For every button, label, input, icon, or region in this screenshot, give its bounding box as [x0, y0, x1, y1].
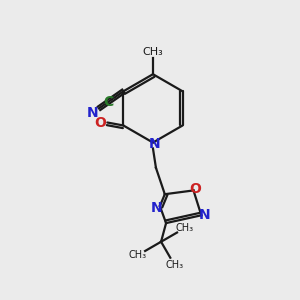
Text: N: N: [148, 137, 160, 151]
Text: O: O: [189, 182, 201, 196]
Text: N: N: [86, 106, 98, 120]
Text: CH₃: CH₃: [175, 224, 193, 233]
Text: C: C: [103, 94, 114, 109]
Text: CH₃: CH₃: [165, 260, 184, 270]
Text: CH₃: CH₃: [142, 47, 163, 57]
Text: CH₃: CH₃: [129, 250, 147, 260]
Text: N: N: [199, 208, 211, 222]
Text: O: O: [94, 116, 106, 130]
Text: N: N: [151, 201, 162, 214]
